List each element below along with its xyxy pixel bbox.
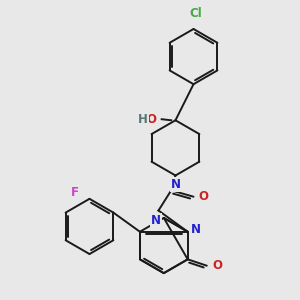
Text: O: O (146, 113, 156, 126)
Text: O: O (212, 259, 222, 272)
Text: H: H (138, 113, 148, 126)
Text: N: N (191, 223, 201, 236)
Text: Cl: Cl (189, 8, 202, 20)
Text: N: N (151, 214, 160, 226)
Text: O: O (199, 190, 209, 203)
Text: F: F (71, 186, 79, 199)
Text: N: N (170, 178, 181, 190)
